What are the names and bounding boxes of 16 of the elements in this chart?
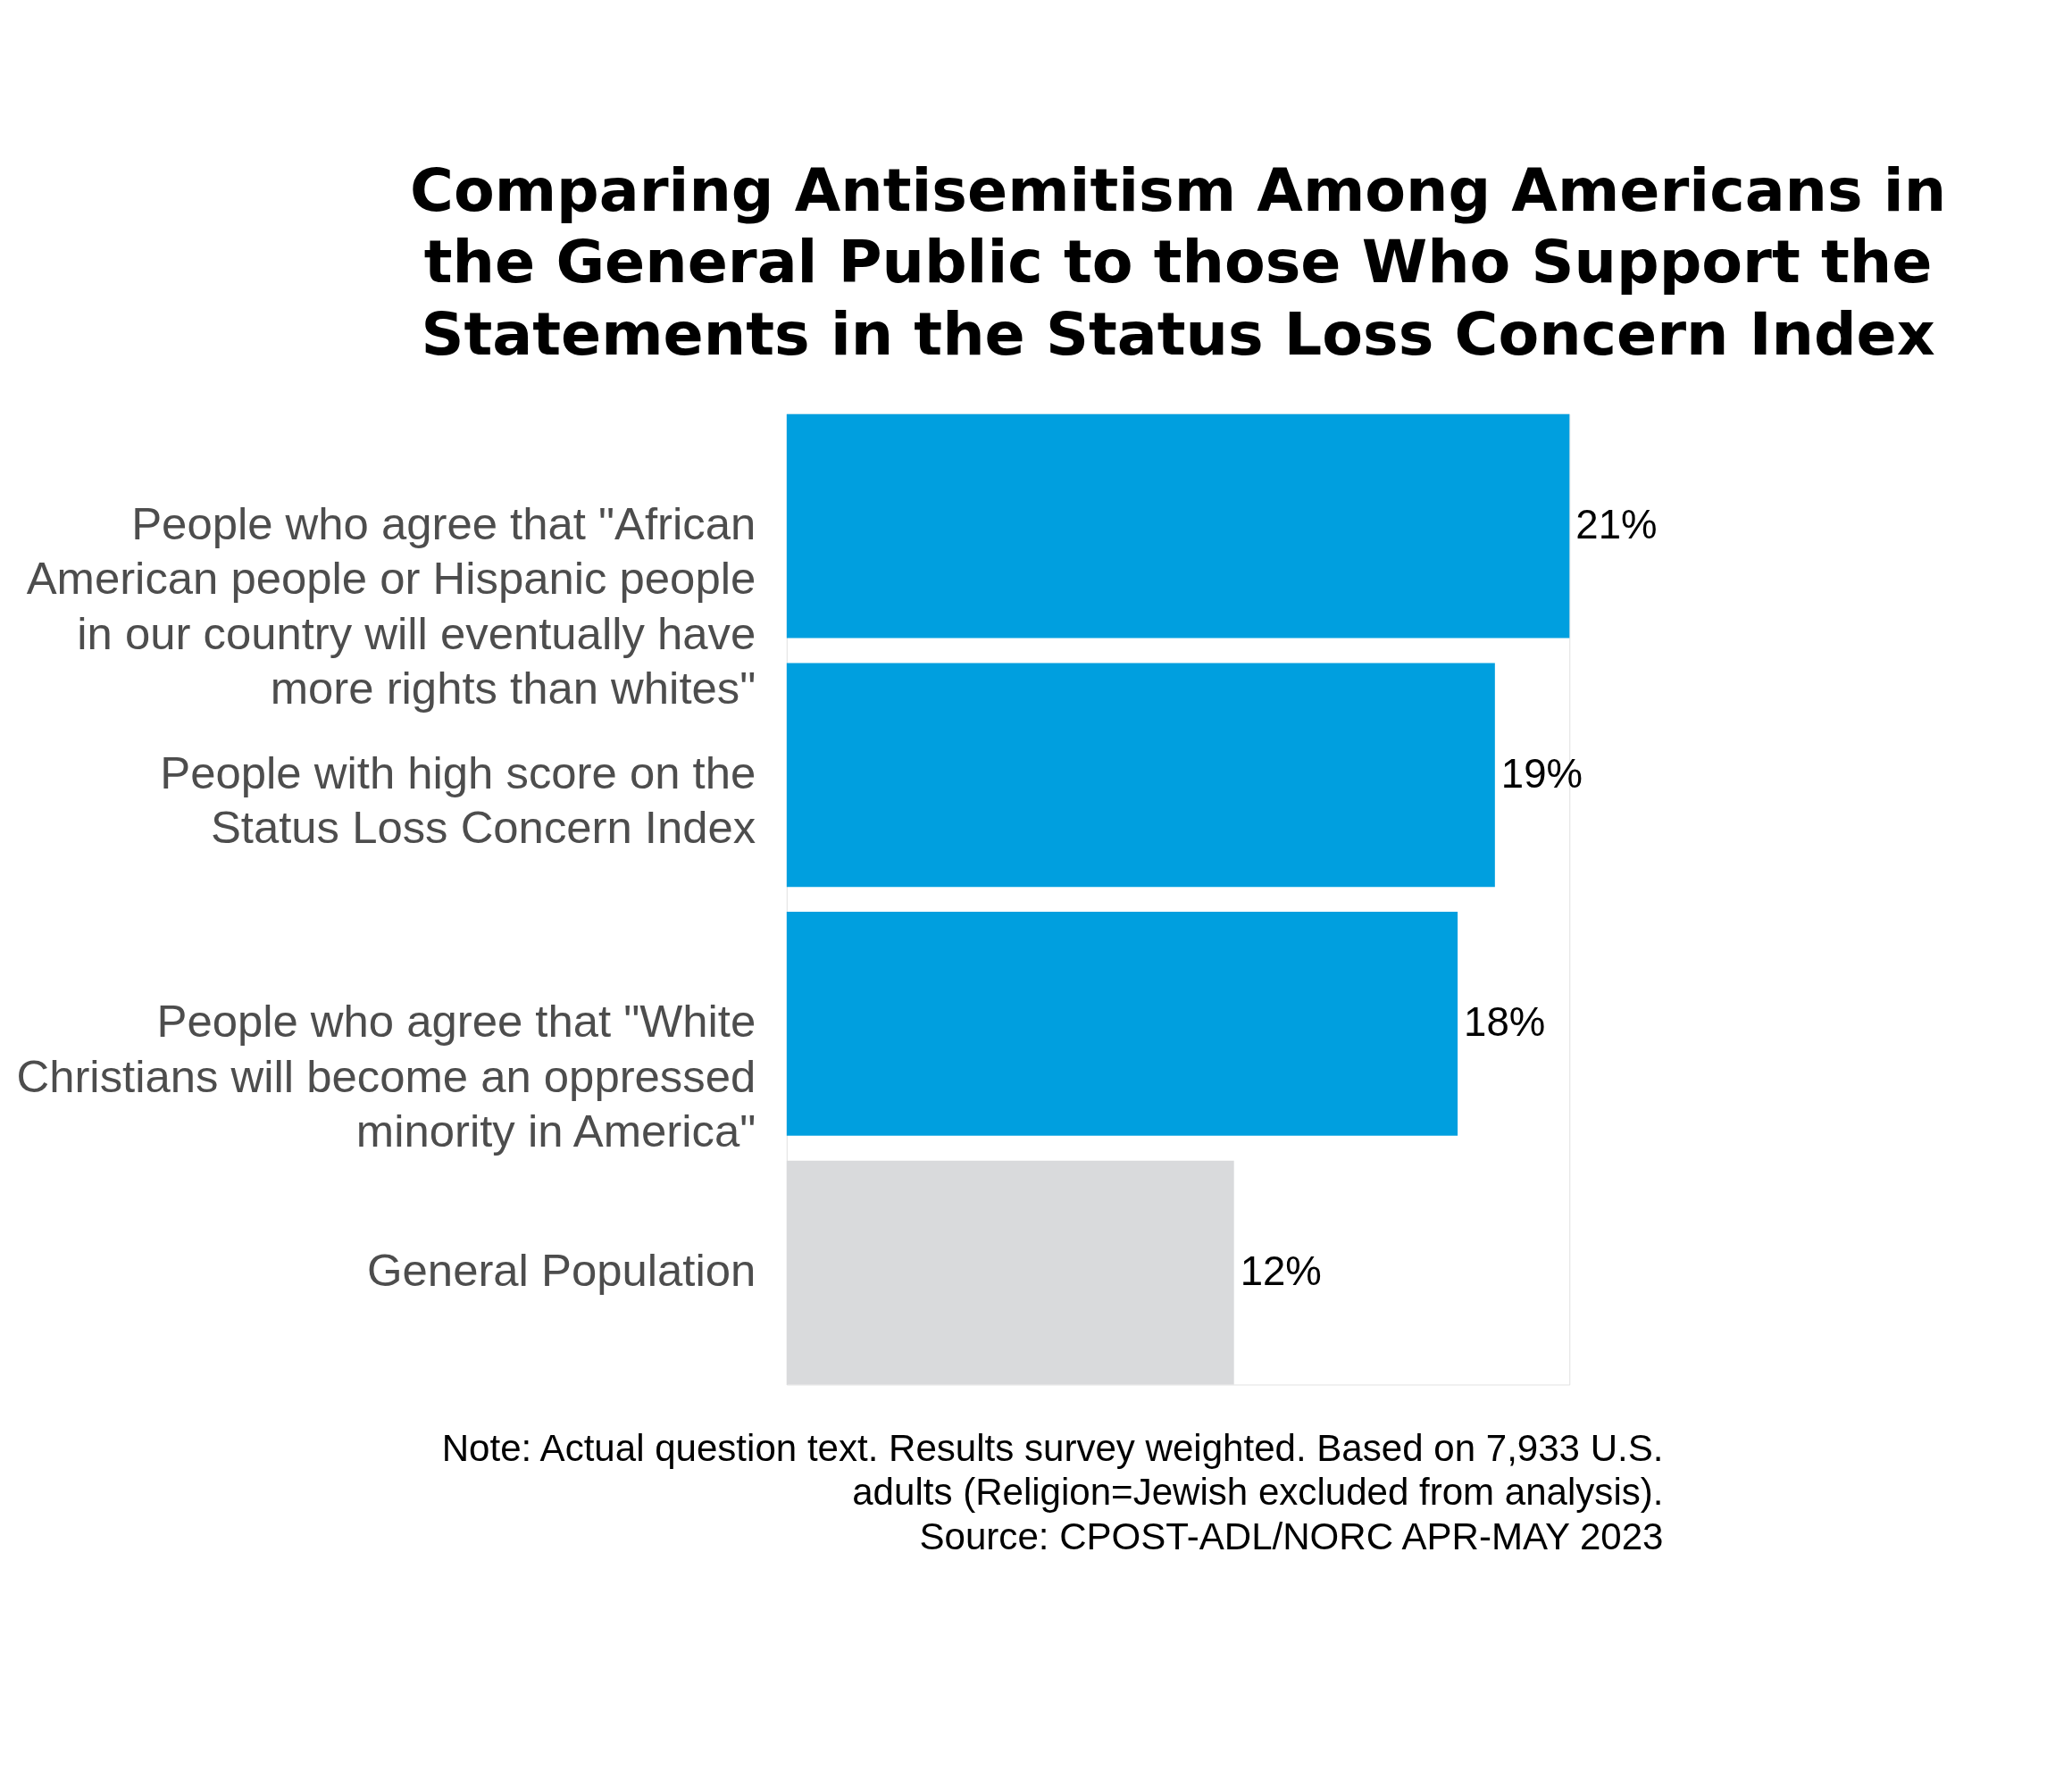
bar: [786, 912, 1458, 1136]
y-tick-label: People with high score on the Status Loss Concern Index: [160, 747, 756, 854]
y-tick-label: People who agree that "White Christians will become an oppressed minority in America": [16, 996, 756, 1157]
text: Note: Actual question text. Results survey weighted. Based on 7,933 U.S. adults (Religion=Jewish excluded from analysis).: [441, 1427, 1664, 1514]
text: Statements in the Status Loss Concern Index: [421, 299, 1935, 370]
data-label: 19%: [1500, 750, 1583, 797]
data-label: 12%: [1240, 1248, 1322, 1295]
data-label: 21%: [1575, 502, 1658, 548]
y-tick-label: General Population: [367, 1245, 756, 1297]
bar: [786, 413, 1570, 638]
text: the General Public to those Who Support the: [423, 227, 1933, 297]
source-note: Source: CPOST-ADL/NORC APR-MAY 2023: [919, 1515, 1664, 1557]
text: Comparing Antisemitism Among Americans in: [410, 154, 1947, 225]
y-tick-label: People who agree that "African American people or Hispanic people in our country will eventually have more rights than whites": [26, 498, 756, 714]
bar: [786, 663, 1495, 888]
data-label: 18%: [1464, 999, 1546, 1046]
